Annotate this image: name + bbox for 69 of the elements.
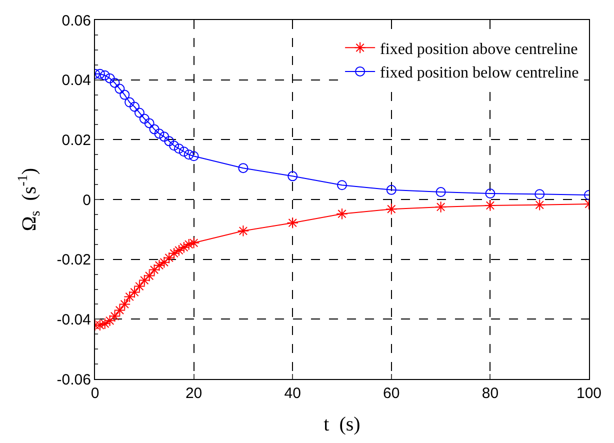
point [124, 290, 136, 303]
point [178, 241, 190, 254]
x-tick-label: 60 [383, 385, 400, 402]
y-tick-label: 0.02 [62, 132, 91, 149]
point [534, 198, 546, 211]
point [143, 270, 156, 282]
point [163, 252, 175, 264]
point [288, 171, 298, 182]
point [120, 90, 130, 100]
point [153, 259, 166, 272]
point [128, 286, 140, 298]
point [95, 68, 105, 79]
point [178, 146, 189, 157]
y-tick-label: -0.02 [56, 252, 91, 269]
point [188, 236, 200, 249]
point [436, 187, 446, 198]
point [182, 238, 195, 250]
point [386, 184, 396, 195]
point [434, 201, 447, 213]
point [104, 73, 115, 84]
point [100, 70, 110, 80]
point [134, 280, 146, 292]
y-tick-label: -0.04 [56, 311, 91, 328]
y-tick-label: 0.06 [62, 12, 91, 30]
point [386, 203, 398, 215]
point [154, 128, 164, 139]
point [149, 124, 160, 134]
point [108, 310, 121, 322]
y-tick-label: 0.04 [62, 72, 91, 90]
point [168, 247, 180, 260]
point [174, 144, 184, 154]
point [485, 188, 496, 199]
point [286, 216, 298, 229]
x-tick-label: 80 [482, 385, 499, 402]
point [118, 298, 131, 310]
point [188, 151, 199, 162]
y-tick-label: -0.06 [56, 371, 91, 388]
point [95, 319, 106, 332]
x-tick-label: 100 [576, 385, 602, 402]
point [139, 114, 150, 124]
point [173, 244, 185, 256]
y-tick-label: 0 [82, 192, 91, 209]
point [159, 132, 170, 142]
point [184, 150, 194, 160]
point [336, 208, 348, 220]
point [110, 78, 120, 88]
point [237, 225, 250, 237]
point [98, 318, 111, 330]
x-tick-label: 20 [185, 385, 202, 402]
legend-label: fixed position above centreline [380, 40, 578, 58]
legend-label: fixed position below centreline [380, 64, 579, 82]
point [337, 180, 347, 190]
x-tick-label: 40 [284, 385, 301, 402]
point [164, 136, 174, 146]
point [238, 163, 248, 174]
point [158, 256, 170, 268]
point [130, 102, 140, 112]
point [138, 274, 150, 286]
point [144, 118, 154, 128]
point [114, 304, 126, 316]
point [114, 84, 125, 94]
point [148, 264, 160, 276]
point [104, 314, 116, 327]
point [534, 189, 545, 200]
point [484, 200, 496, 212]
x-axis-title: t (s) [324, 414, 360, 436]
point [124, 97, 135, 108]
point [134, 108, 144, 118]
point [169, 140, 180, 151]
